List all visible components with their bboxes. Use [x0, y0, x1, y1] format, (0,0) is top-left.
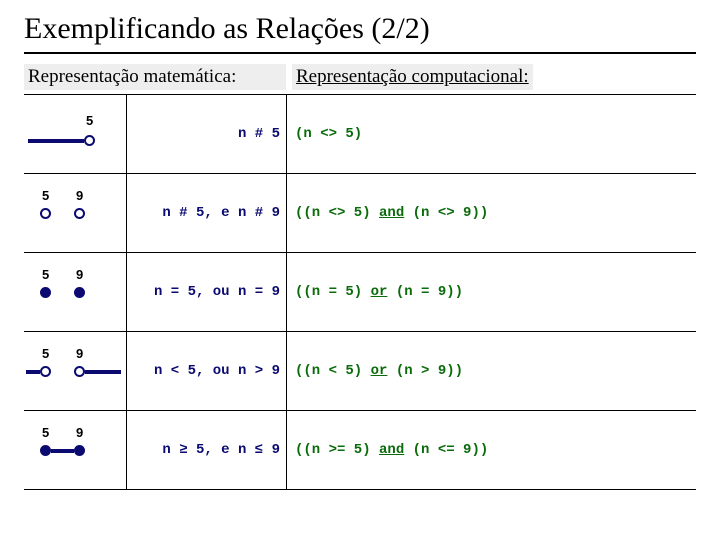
- diagram-label: 9: [76, 346, 83, 361]
- code-text: ((n < 5): [295, 363, 371, 379]
- code-text: (n <= 9)): [404, 442, 488, 458]
- diagram-label: 5: [86, 113, 93, 128]
- table-row: 59n < 5, ou n > 9((n < 5) or (n > 9)): [24, 332, 696, 411]
- title-divider: [24, 52, 696, 54]
- diagram-label: 5: [42, 425, 49, 440]
- open-point-icon: [40, 366, 51, 377]
- keyword: and: [379, 205, 404, 221]
- code-text: ((n >= 5): [295, 442, 379, 458]
- diagram-cell: 5: [24, 95, 126, 173]
- number-line: [85, 370, 121, 374]
- math-notation: n < 5, ou n > 9: [126, 332, 286, 410]
- closed-point-icon: [40, 287, 51, 298]
- computational-notation: ((n < 5) or (n > 9)): [286, 332, 696, 410]
- computational-notation: (n <> 5): [286, 95, 696, 173]
- code-text: (n > 9)): [387, 363, 463, 379]
- header-comp: Representação computacional:: [292, 64, 533, 90]
- math-notation: n ≥ 5, e n ≤ 9: [126, 411, 286, 489]
- diagram-label: 5: [42, 267, 49, 282]
- keyword: or: [371, 284, 388, 300]
- relations-table: 5n # 5(n <> 5)59n # 5, e n # 9((n <> 5) …: [24, 94, 696, 490]
- code-text: (n <> 5): [295, 126, 362, 142]
- diagram-label: 9: [76, 425, 83, 440]
- table-row: 5 n # 5 (n <> 5): [24, 94, 696, 174]
- computational-notation: ((n <> 5) and (n <> 9)): [286, 174, 696, 252]
- diagram-label: 5: [42, 188, 49, 203]
- diagram-cell: 59: [24, 332, 126, 410]
- number-line: [28, 139, 84, 143]
- table-row: 59n ≥ 5, e n ≤ 9((n >= 5) and (n <= 9)): [24, 411, 696, 490]
- diagram-cell: 59: [24, 174, 126, 252]
- diagram-label: 5: [42, 346, 49, 361]
- open-point-icon: [74, 366, 85, 377]
- code-text: ((n = 5): [295, 284, 371, 300]
- diagram-label: 9: [76, 267, 83, 282]
- number-line: [51, 449, 74, 453]
- math-notation: n # 5, e n # 9: [126, 174, 286, 252]
- math-notation: n = 5, ou n = 9: [126, 253, 286, 331]
- table-row: 59n # 5, e n # 9((n <> 5) and (n <> 9)): [24, 174, 696, 253]
- open-point-icon: [74, 208, 85, 219]
- code-text: (n <> 9)): [404, 205, 488, 221]
- number-line: [26, 370, 40, 374]
- code-text: (n = 9)): [387, 284, 463, 300]
- open-point-icon: [40, 208, 51, 219]
- code-text: ((n <> 5): [295, 205, 379, 221]
- computational-notation: ((n >= 5) and (n <= 9)): [286, 411, 696, 489]
- header-math: Representação matemática:: [24, 64, 286, 90]
- column-headers: Representação matemática: Representação …: [24, 64, 696, 90]
- closed-point-icon: [74, 287, 85, 298]
- diagram-cell: 59: [24, 253, 126, 331]
- closed-point-icon: [74, 445, 85, 456]
- page-title: Exemplificando as Relações (2/2): [24, 12, 696, 46]
- table-row: 59n = 5, ou n = 9((n = 5) or (n = 9)): [24, 253, 696, 332]
- keyword: or: [371, 363, 388, 379]
- math-notation: n # 5: [126, 95, 286, 173]
- keyword: and: [379, 442, 404, 458]
- closed-point-icon: [40, 445, 51, 456]
- diagram-cell: 59: [24, 411, 126, 489]
- open-point-icon: [84, 135, 95, 146]
- computational-notation: ((n = 5) or (n = 9)): [286, 253, 696, 331]
- diagram-label: 9: [76, 188, 83, 203]
